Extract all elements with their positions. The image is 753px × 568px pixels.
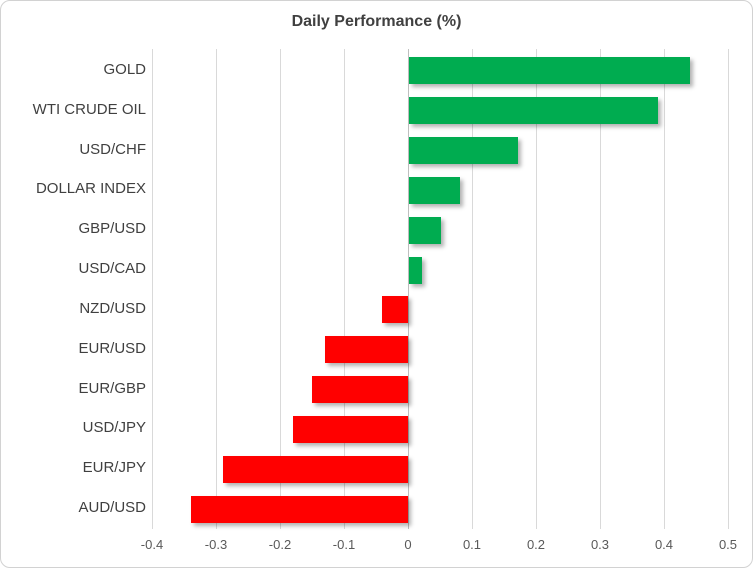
- bar-usd-jpy: [293, 416, 408, 443]
- category-label: EUR/USD: [78, 340, 146, 357]
- gridline: [664, 49, 665, 529]
- category-label: WTI CRUDE OIL: [32, 101, 146, 118]
- x-tick-label: -0.1: [332, 537, 356, 552]
- bar-eur-usd: [325, 336, 408, 363]
- category-label: USD/CAD: [78, 260, 146, 277]
- category-label: EUR/JPY: [82, 459, 146, 476]
- category-label: NZD/USD: [79, 300, 146, 317]
- bar-usd-cad: [409, 257, 422, 284]
- x-tick-label: -0.3: [204, 537, 228, 552]
- x-tick-label: 0.4: [654, 537, 674, 552]
- x-tick-label: 0.5: [718, 537, 738, 552]
- x-tick-label: 0: [404, 537, 412, 552]
- bar-eur-gbp: [312, 376, 408, 403]
- category-label: AUD/USD: [78, 499, 146, 516]
- bar-wti-crude-oil: [409, 97, 658, 124]
- category-label: EUR/GBP: [78, 380, 146, 397]
- bar-gold: [409, 57, 690, 84]
- gridline: [152, 49, 153, 529]
- category-label: USD/CHF: [79, 141, 146, 158]
- gridline: [216, 49, 217, 529]
- x-tick-label: -0.2: [268, 537, 292, 552]
- gridline: [344, 49, 345, 529]
- gridline: [536, 49, 537, 529]
- gridline: [600, 49, 601, 529]
- category-label: GBP/USD: [78, 220, 146, 237]
- bar-nzd-usd: [382, 296, 408, 323]
- category-label: GOLD: [103, 61, 146, 78]
- category-label: USD/JPY: [82, 419, 146, 436]
- x-tick-label: 0.1: [462, 537, 482, 552]
- gridline: [472, 49, 473, 529]
- x-tick-label: 0.3: [590, 537, 610, 552]
- gridline: [280, 49, 281, 529]
- bar-aud-usd: [191, 496, 408, 523]
- gridline: [728, 49, 729, 529]
- bar-dollar-index: [409, 177, 460, 204]
- chart-title: Daily Performance (%): [291, 13, 462, 30]
- bar-eur-jpy: [223, 456, 408, 483]
- x-tick-label: 0.2: [526, 537, 546, 552]
- zero-axis-line: [408, 49, 409, 529]
- category-label: DOLLAR INDEX: [35, 180, 146, 197]
- x-tick-label: -0.4: [140, 537, 164, 552]
- bar-gbp-usd: [409, 217, 441, 244]
- bar-usd-chf: [409, 137, 518, 164]
